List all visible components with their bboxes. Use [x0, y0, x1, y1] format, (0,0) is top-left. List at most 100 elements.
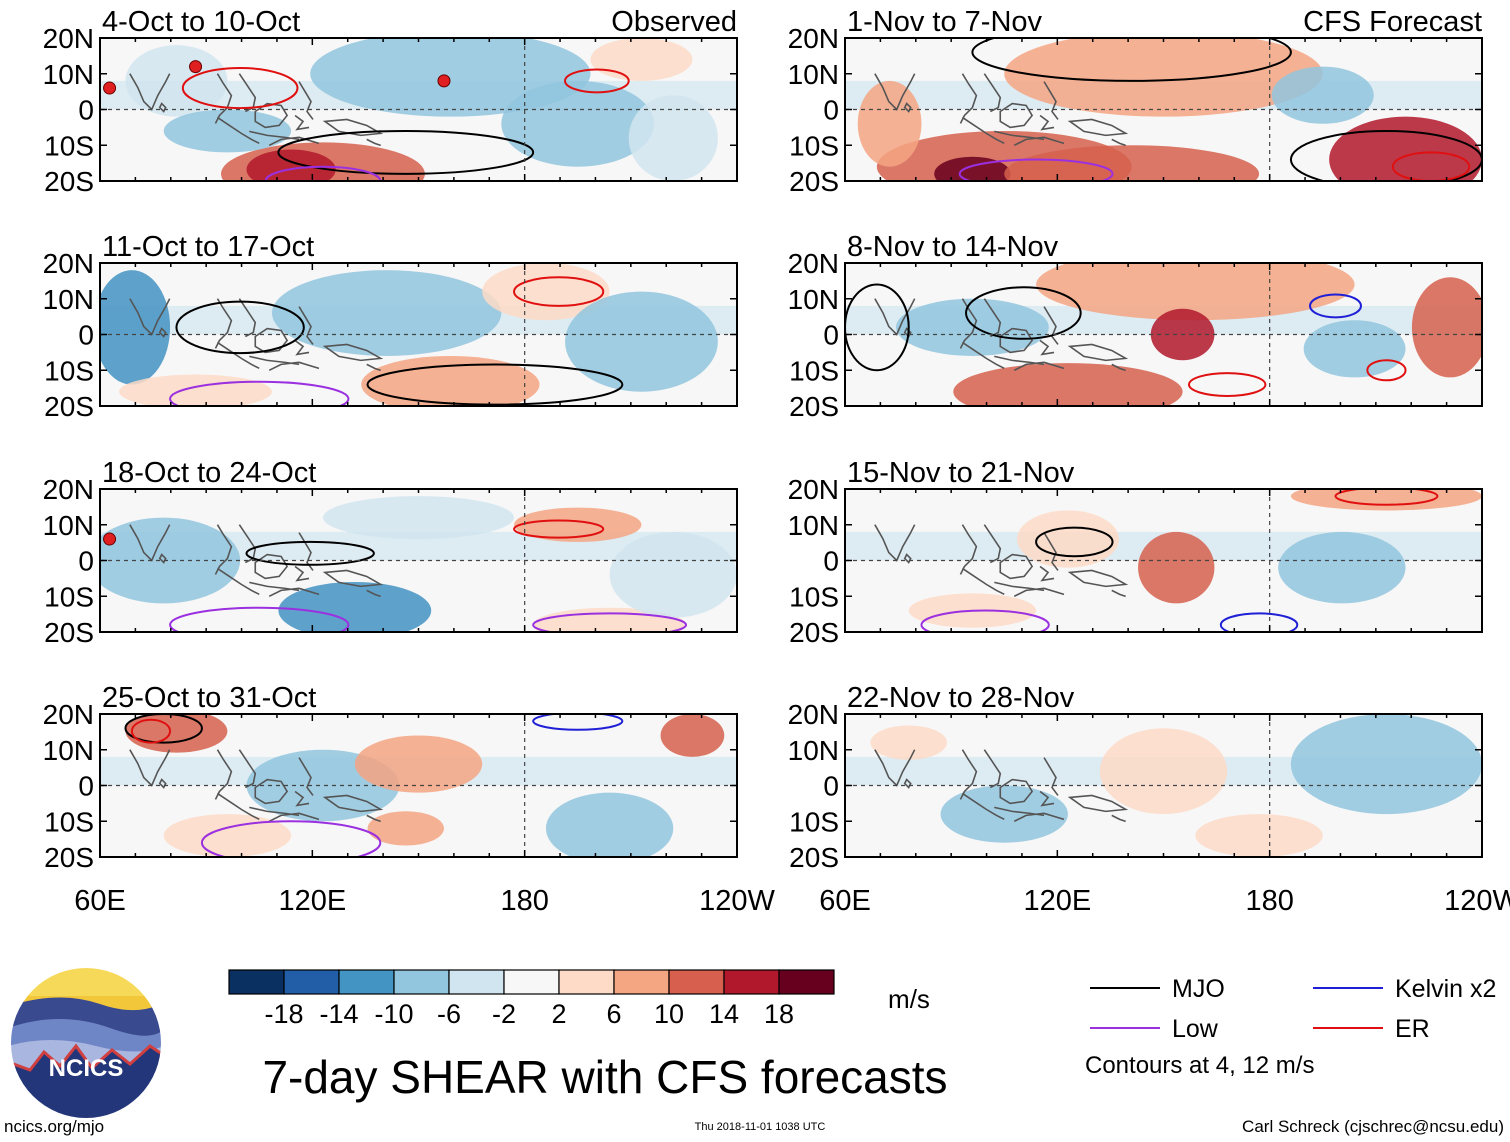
lon-label: 120W [1444, 885, 1510, 917]
lat-label: 0 [78, 320, 94, 351]
shear-anomaly [895, 298, 1049, 356]
colorbar-swatch [448, 969, 505, 995]
er-contour [130, 718, 172, 744]
panel-period-title: 11-Oct to 17-Oct [102, 231, 314, 263]
footer-url: ncics.org/mjo [4, 1117, 105, 1136]
lat-label: 20N [788, 248, 839, 279]
low-contour [169, 606, 350, 632]
map-panel: 22-Nov to 28-Nov 20N 10N 0 10S 20S [788, 682, 1483, 873]
lon-label: 120E [278, 885, 346, 917]
shear-anomaly [609, 531, 737, 618]
low-contour [958, 158, 1114, 181]
lat-label: 20S [789, 166, 839, 197]
lat-label: 10S [789, 130, 839, 161]
panel-period-title: 4-Oct to 10-Oct [102, 6, 300, 38]
lat-label: 0 [823, 546, 839, 577]
lat-label: 10S [44, 130, 94, 161]
lat-label: 10S [789, 806, 839, 837]
panel-period-title: 22-Nov to 28-Nov [847, 682, 1075, 714]
panel-period-title: 18-Oct to 24-Oct [102, 457, 316, 489]
lat-label: 0 [823, 771, 839, 802]
lat-label: 20S [44, 842, 94, 873]
shear-anomaly [125, 45, 228, 117]
low-contour [920, 609, 1050, 632]
legend-label: ER [1395, 1015, 1430, 1043]
map-panel: 8-Nov to 14-Nov 20N 10N 0 10S 20S [788, 231, 1483, 422]
er-contour [1187, 372, 1267, 397]
panel-period-title: 8-Nov to 14-Nov [847, 231, 1059, 263]
shear-anomaly [367, 811, 444, 846]
map-panel: 25-Oct to 31-Oct 20N 10N 0 10S 20S [43, 682, 738, 873]
shear-anomaly [660, 714, 725, 757]
panel-period-title: 15-Nov to 21-Nov [847, 457, 1075, 489]
lat-label: 10S [789, 581, 839, 612]
lon-label: 180 [1245, 885, 1293, 917]
lat-label: 0 [78, 771, 94, 802]
colorbar-swatch [338, 969, 395, 995]
mjo-contour [1035, 526, 1114, 558]
lat-label: 10S [44, 581, 94, 612]
mjo-contour [971, 38, 1292, 82]
shear-anomaly [545, 792, 674, 857]
kelvin-contour [532, 714, 624, 731]
shear-anomaly [1278, 531, 1406, 604]
shear-anomaly [953, 363, 1183, 406]
colorbar-swatch [778, 969, 835, 995]
shear-anomaly [278, 581, 432, 632]
colorbar-swatch [723, 969, 780, 995]
colorbar-tick-label: 2 [551, 999, 566, 1029]
lat-label: 20N [788, 474, 839, 505]
lat-label: 20N [43, 23, 94, 54]
panel-period-title: 1-Nov to 7-Nov [847, 6, 1043, 38]
low-contour [200, 820, 382, 857]
colorbar-tick-label: -6 [437, 999, 461, 1029]
footer-timestamp: Thu 2018-11-01 1038 UTC [694, 1121, 826, 1133]
panel-source-header: Observed [611, 6, 737, 38]
lon-label: 120E [1023, 885, 1091, 917]
low-contour [532, 612, 688, 632]
lat-label: 20N [43, 474, 94, 505]
map-panel: 11-Oct to 17-Oct 20N 10N 0 10S 20S [43, 231, 738, 422]
shear-anomaly [1271, 66, 1374, 124]
panel-period-title: 25-Oct to 31-Oct [102, 682, 316, 714]
colorbar-swatch [283, 969, 340, 995]
shear-anomaly [1004, 145, 1260, 181]
map-panel: 15-Nov to 21-Nov 20N 10N 0 10S 20S [788, 457, 1483, 648]
map-panel: 18-Oct to 24-Oct 20N 10N 0 10S 20S [43, 457, 738, 648]
mjo-contour [277, 129, 535, 175]
shear-anomaly [482, 263, 610, 321]
lat-label: 20S [789, 391, 839, 422]
shear-anomaly [501, 80, 655, 167]
shear-anomaly [1303, 320, 1406, 378]
colorbar-swatch [558, 969, 615, 995]
lat-label: 20N [43, 248, 94, 279]
legend-label: Kelvin x2 [1395, 975, 1496, 1003]
tropical-cyclone-marker [103, 81, 117, 95]
tropical-cyclone-marker [189, 60, 203, 74]
lat-label: 10N [788, 284, 839, 315]
map-panel: 4-Oct to 10-Oct 20N 10N 0 10S 20S Observed [43, 6, 738, 197]
lat-label: 10S [44, 806, 94, 837]
lat-label: 20S [44, 617, 94, 648]
er-contour [513, 276, 605, 307]
lat-label: 10S [44, 355, 94, 386]
colorbar-swatch [228, 969, 285, 995]
shear-anomaly [354, 735, 483, 793]
mjo-contour [175, 300, 305, 355]
colorbar-swatch [393, 969, 450, 995]
lat-label: 10N [43, 59, 94, 90]
colorbar-swatch [668, 969, 725, 995]
mjo-contour [845, 283, 910, 372]
panel-source-header: CFS Forecast [1303, 6, 1482, 38]
lat-label: 0 [78, 546, 94, 577]
lat-label: 10N [788, 735, 839, 766]
shear-anomaly [590, 38, 693, 81]
shear-anomaly [361, 355, 540, 406]
tropical-cyclone-marker [103, 532, 117, 546]
shear-anomaly [163, 109, 292, 153]
mjo-contour [245, 540, 375, 566]
colorbar-tick-label: 18 [764, 999, 794, 1029]
mjo-contour [124, 714, 203, 744]
shear-anomaly [119, 374, 272, 406]
